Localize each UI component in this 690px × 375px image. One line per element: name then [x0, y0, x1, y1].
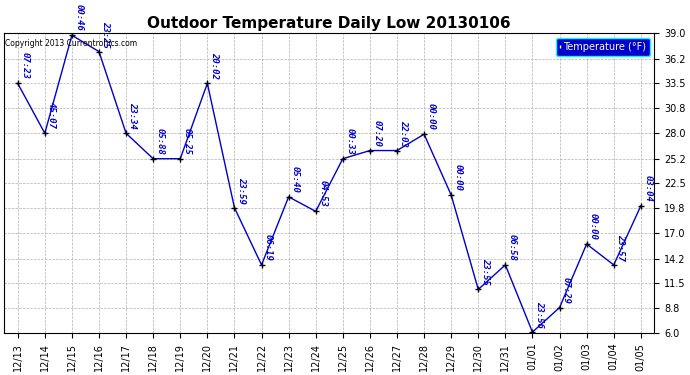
Text: Copyright 2013 Currentronics.com: Copyright 2013 Currentronics.com [6, 39, 137, 48]
Text: 04:53: 04:53 [318, 180, 327, 207]
Text: 23:34: 23:34 [128, 102, 137, 129]
Text: 45:07: 45:07 [47, 102, 57, 129]
Text: 23:55: 23:55 [481, 258, 490, 285]
Text: 07:23: 07:23 [20, 53, 29, 79]
Text: 05:40: 05:40 [291, 166, 300, 193]
Text: 23:56: 23:56 [535, 301, 544, 328]
Text: 00:00: 00:00 [589, 213, 598, 240]
Text: 06:58: 06:58 [508, 234, 517, 261]
Text: 05:25: 05:25 [183, 128, 192, 154]
Text: 06:19: 06:19 [264, 234, 273, 261]
Text: 00:00: 00:00 [453, 164, 462, 191]
Text: 07:20: 07:20 [373, 120, 382, 146]
Text: 00:00: 00:00 [426, 103, 435, 130]
Text: 05:88: 05:88 [156, 128, 165, 154]
Text: 23:59: 23:59 [237, 177, 246, 204]
Title: Outdoor Temperature Daily Low 20130106: Outdoor Temperature Daily Low 20130106 [148, 16, 511, 31]
Text: 00:33: 00:33 [345, 128, 354, 154]
Text: 23:57: 23:57 [616, 234, 625, 261]
Text: 23:25: 23:25 [101, 21, 110, 48]
Text: 20:02: 20:02 [210, 53, 219, 79]
Text: 00:46: 00:46 [75, 4, 83, 31]
Legend: Temperature (°F): Temperature (°F) [556, 38, 649, 56]
Text: 07:29: 07:29 [562, 276, 571, 303]
Text: 03:04: 03:04 [643, 175, 652, 202]
Text: 22:03: 22:03 [400, 120, 408, 146]
